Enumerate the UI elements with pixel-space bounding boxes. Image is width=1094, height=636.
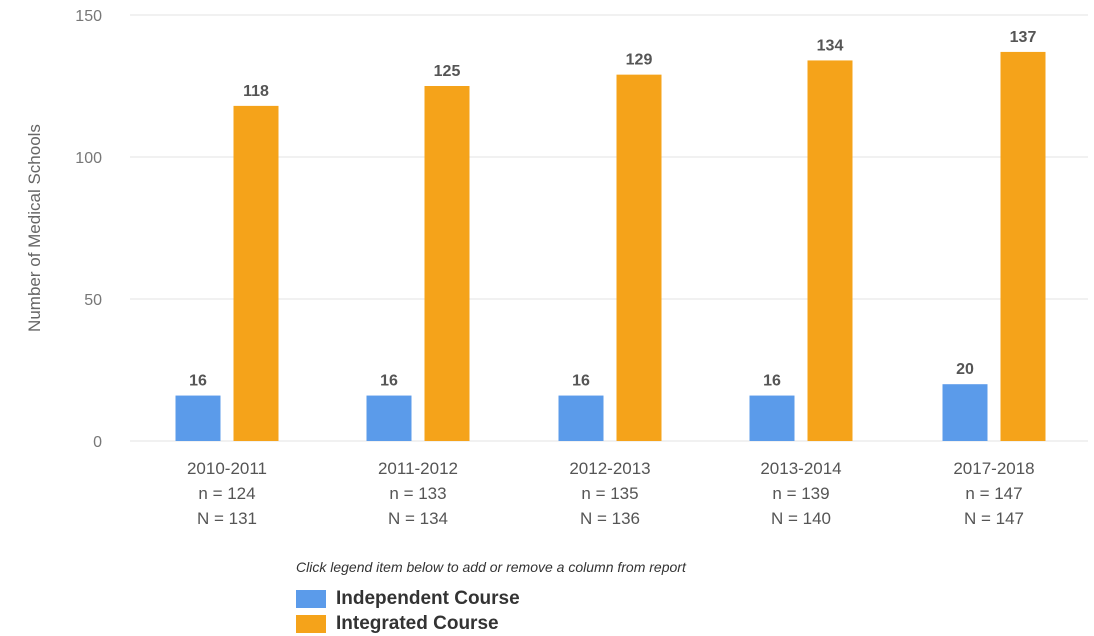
y-axis-ticks: 0 50 100 150	[75, 8, 102, 451]
x-tick-sublabel: n = 147	[965, 484, 1022, 503]
bar-integrated-1	[424, 86, 470, 441]
legend-label-integrated: Integrated Course	[336, 612, 499, 634]
data-label: 134	[817, 37, 844, 54]
legend-swatch-integrated	[296, 614, 326, 633]
y-tick-label: 50	[84, 292, 102, 309]
y-tick-label: 150	[75, 8, 102, 25]
bar-integrated-3	[807, 60, 853, 441]
data-label: 118	[243, 83, 269, 100]
legend-swatch-independent	[296, 589, 326, 608]
bar-integrated-4	[1000, 51, 1046, 442]
y-tick-label: 100	[75, 150, 102, 167]
x-tick-sublabel: n = 135	[581, 484, 638, 503]
x-tick-label: 2017-2018	[953, 459, 1034, 478]
data-label: 137	[1010, 29, 1037, 46]
legend-note: Click legend item below to add or remove…	[296, 559, 686, 575]
x-tick-sublabel: N = 140	[771, 509, 831, 528]
y-tick-label: 0	[93, 434, 102, 451]
bar-independent-2	[558, 395, 604, 441]
x-tick-label: 2010-2011	[187, 459, 267, 478]
data-labels: 16 16 16 16 20 118 125 129 134 137	[189, 29, 1036, 390]
bar-integrated-0	[233, 105, 279, 441]
x-tick-sublabel: N = 136	[580, 509, 640, 528]
x-tick-label: 2011-2012	[378, 459, 458, 478]
x-tick-sublabel: N = 147	[964, 509, 1024, 528]
legend-item-independent-course[interactable]: Independent Course	[296, 586, 520, 611]
x-tick-sublabel: n = 124	[198, 484, 255, 503]
bar-independent-3	[749, 395, 795, 441]
x-axis-ticks: 2010-2011 n = 124 N = 131 2011-2012 n = 133 N…	[187, 459, 1035, 528]
data-label: 16	[380, 373, 398, 390]
data-label: 125	[434, 63, 461, 80]
data-label: 20	[956, 361, 974, 378]
x-tick-sublabel: N = 134	[388, 509, 448, 528]
legend-item-integrated-course[interactable]: Integrated Course	[296, 611, 520, 636]
legend-label-independent: Independent Course	[336, 587, 520, 609]
x-tick-label: 2013-2014	[760, 459, 841, 478]
x-tick-sublabel: n = 139	[772, 484, 829, 503]
x-tick-sublabel: n = 133	[389, 484, 446, 503]
data-label: 16	[572, 373, 590, 390]
data-label: 16	[189, 373, 207, 390]
legend: Independent Course Integrated Course	[296, 586, 520, 636]
gridlines	[130, 14, 1088, 442]
bar-integrated-2	[616, 74, 662, 441]
data-label: 16	[763, 373, 781, 390]
data-label: 129	[626, 52, 653, 69]
bar-independent-4	[942, 384, 988, 441]
bar-independent-0	[175, 395, 221, 441]
x-tick-label: 2012-2013	[569, 459, 650, 478]
x-tick-sublabel: N = 131	[197, 509, 257, 528]
bars	[175, 51, 1046, 442]
y-axis-label: Number of Medical Schools	[25, 124, 44, 332]
bar-independent-1	[366, 395, 412, 441]
